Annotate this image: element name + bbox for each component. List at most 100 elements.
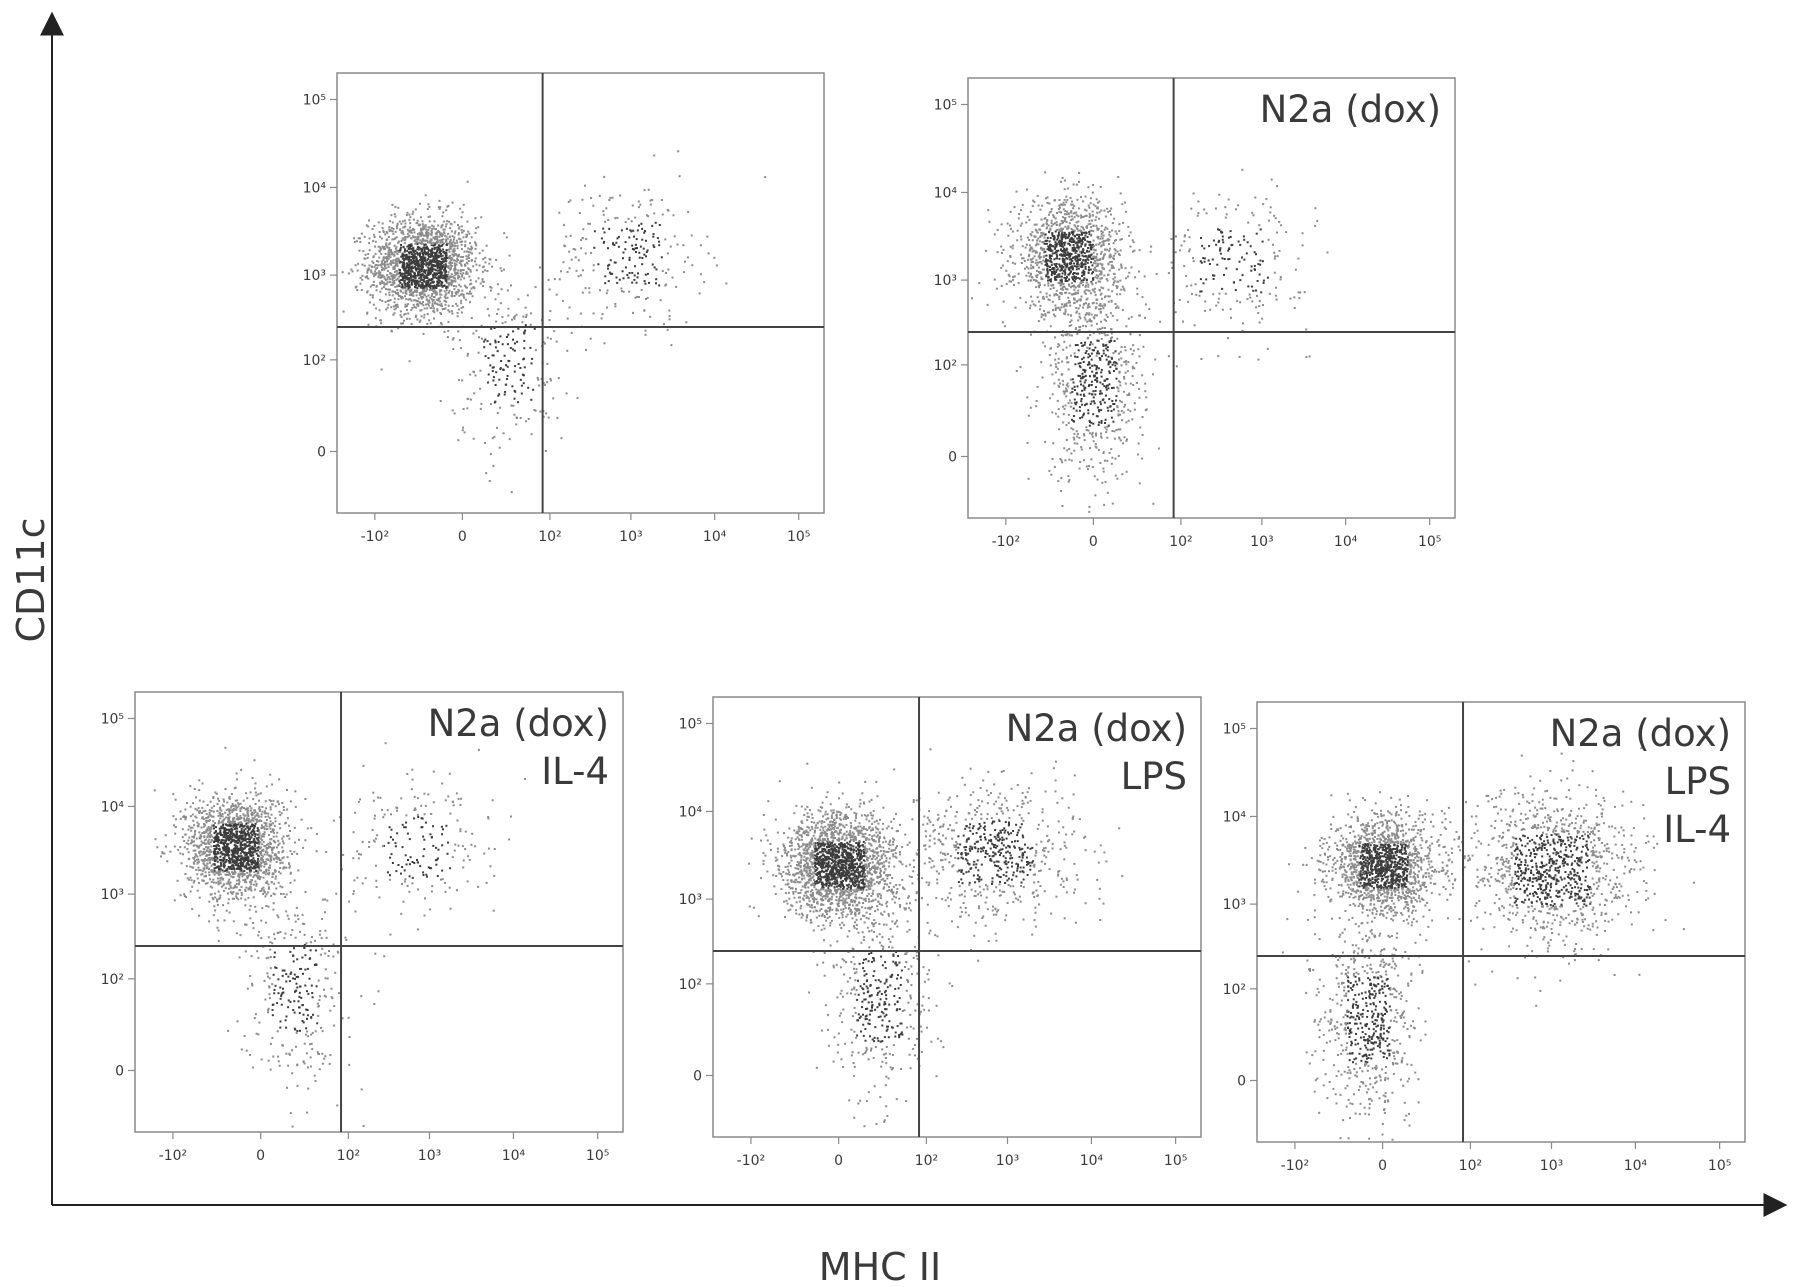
data-point [1145,408,1148,411]
data-point [410,294,413,296]
data-point [410,262,413,265]
data-point [1069,244,1072,247]
data-point [1057,480,1060,483]
data-point [1057,343,1060,346]
data-point [423,244,426,247]
data-point [1084,352,1087,354]
data-point [363,235,366,238]
data-point [1027,477,1030,480]
data-point [458,262,461,265]
data-point [462,272,465,275]
data-point [406,257,409,260]
data-point [1120,265,1123,268]
data-point [1053,199,1056,202]
data-point [1122,221,1124,224]
data-point [445,292,448,295]
data-point [1067,361,1070,364]
data-point [380,260,383,263]
data-point [219,879,222,882]
data-point [640,288,643,291]
data-point [500,360,503,362]
data-point [423,290,426,293]
data-point [581,269,584,272]
data-point [1190,207,1193,210]
data-point [703,281,706,284]
data-point [414,279,417,282]
data-point [1128,271,1131,274]
data-point [1105,428,1108,431]
data-point [444,266,447,269]
data-point [431,266,434,269]
data-point [1088,510,1091,513]
data-point [433,248,436,251]
data-point [640,222,643,225]
data-point [1124,371,1127,374]
data-point [1209,308,1212,311]
data-point [1075,211,1078,214]
data-point [465,233,468,236]
data-point [1037,255,1040,258]
data-point [387,270,389,272]
data-point [1111,290,1114,293]
data-point [1072,285,1075,288]
data-point [403,272,406,275]
data-point [427,304,430,307]
data-point [1117,454,1120,457]
data-point [1097,235,1100,238]
data-point [363,257,366,260]
data-point [1092,184,1094,186]
data-point [1066,275,1068,278]
data-point [1035,274,1038,277]
data-point [395,307,397,310]
data-point [1217,301,1220,304]
data-point [1058,428,1061,431]
data-point [386,281,389,284]
data-point [1098,289,1101,291]
data-point [643,309,646,312]
data-point [406,278,409,281]
data-point [1119,399,1122,402]
data-point [1091,302,1094,305]
data-point [1112,403,1115,405]
data-point [413,261,416,264]
data-point [993,278,996,281]
data-point [1074,251,1077,254]
data-point [1060,241,1063,244]
data-point [471,258,473,261]
data-point [434,286,437,289]
data-point [422,242,425,245]
data-point [619,194,622,197]
data-point [1204,309,1206,312]
data-point [593,246,596,249]
data-point [1103,332,1106,335]
data-point [1065,346,1068,349]
data-point [1218,193,1221,196]
data-point [1086,337,1089,340]
data-point [173,899,176,902]
data-point [1100,436,1103,439]
data-point [1095,274,1098,277]
data-point [1090,281,1093,284]
data-point [1098,352,1100,355]
data-point [445,252,448,255]
data-point [270,830,272,833]
data-point [1111,229,1114,232]
data-point [1030,333,1032,336]
data-point [686,256,689,259]
data-point [1070,319,1073,322]
data-point [1105,347,1108,350]
data-point [1062,208,1065,211]
data-point [265,843,268,846]
data-point [512,338,514,341]
data-point [1258,224,1261,227]
data-point [412,254,415,257]
data-point [460,293,463,296]
data-point [542,415,545,418]
data-point [1102,244,1105,246]
data-point [440,313,443,315]
data-point [420,230,423,233]
data-point [1060,459,1063,462]
data-point [262,886,265,889]
data-point [1083,291,1086,294]
data-point [1279,278,1282,281]
